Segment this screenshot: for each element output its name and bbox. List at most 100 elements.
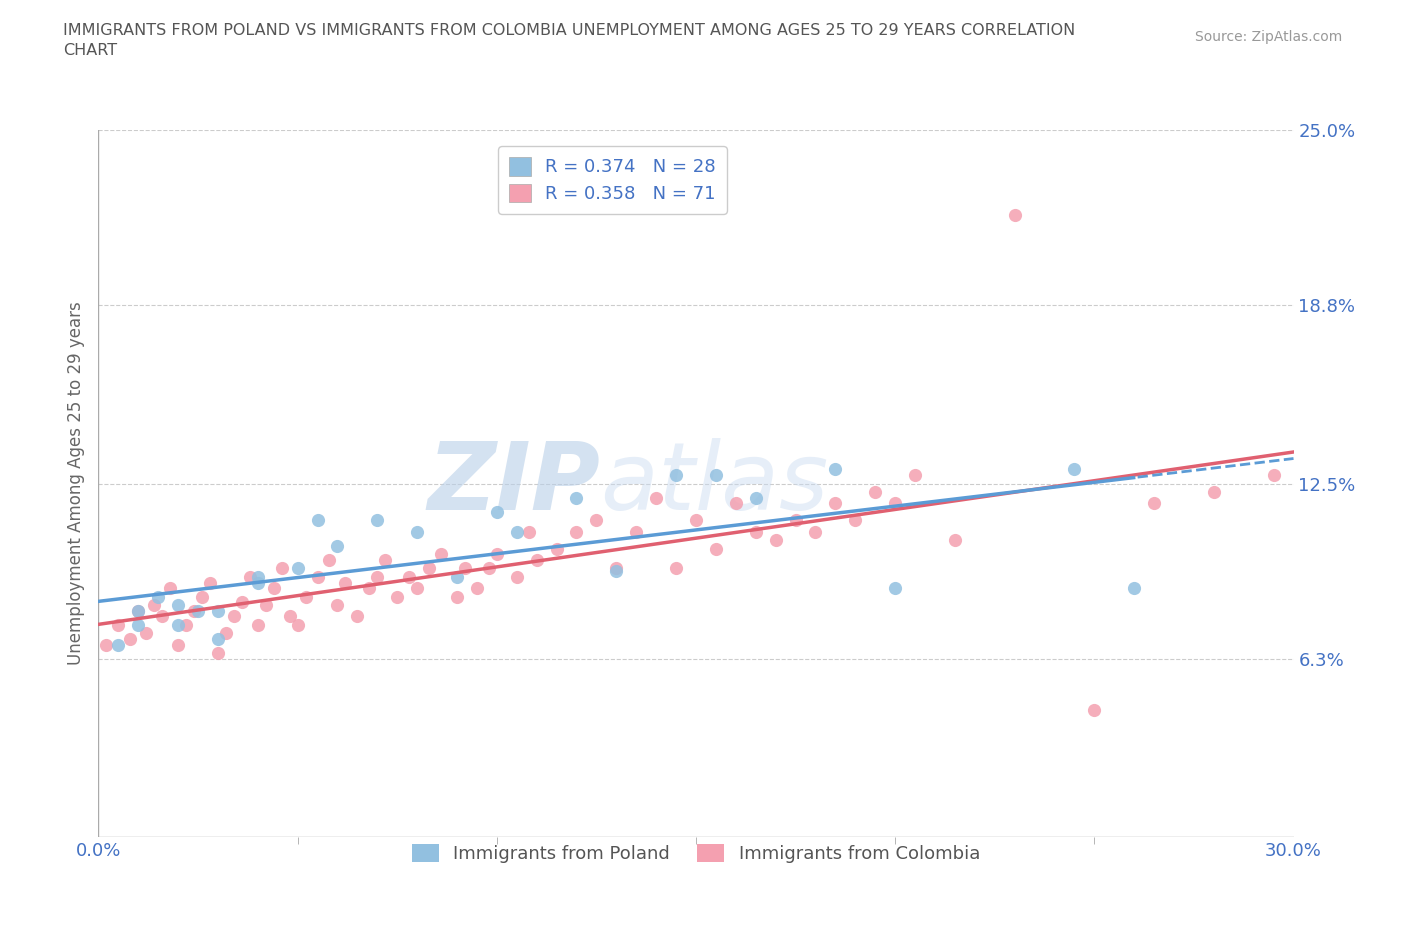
Point: [366, 569, 388, 584]
Point: [526, 552, 548, 567]
Point: [585, 513, 607, 528]
Point: [294, 590, 316, 604]
Point: [704, 468, 727, 483]
Point: [824, 496, 846, 511]
Point: [346, 609, 368, 624]
Point: [605, 561, 627, 576]
Point: [506, 569, 529, 584]
Point: [446, 590, 468, 604]
Point: [430, 547, 453, 562]
Point: [1263, 468, 1285, 483]
Text: atlas: atlas: [600, 438, 828, 529]
Point: [685, 513, 707, 528]
Point: [191, 590, 214, 604]
Point: [665, 468, 688, 483]
Point: [884, 580, 907, 595]
Point: [263, 580, 285, 595]
Point: [506, 525, 529, 539]
Point: [366, 513, 388, 528]
Point: [307, 513, 329, 528]
Point: [215, 626, 238, 641]
Point: [127, 604, 149, 618]
Point: [704, 541, 727, 556]
Y-axis label: Unemployment Among Ages 25 to 29 years: Unemployment Among Ages 25 to 29 years: [66, 301, 84, 666]
Point: [565, 490, 588, 505]
Point: [565, 525, 588, 539]
Point: [159, 580, 181, 595]
Point: [517, 525, 540, 539]
Point: [222, 609, 245, 624]
Point: [645, 490, 668, 505]
Point: [107, 618, 129, 632]
Point: [446, 569, 468, 584]
Point: [665, 561, 688, 576]
Point: [143, 598, 166, 613]
Point: [207, 604, 229, 618]
Point: [207, 645, 229, 660]
Point: [745, 490, 768, 505]
Point: [824, 462, 846, 477]
Point: [127, 618, 149, 632]
Point: [804, 525, 827, 539]
Point: [844, 513, 866, 528]
Point: [183, 604, 205, 618]
Legend: Immigrants from Poland, Immigrants from Colombia: Immigrants from Poland, Immigrants from …: [405, 837, 987, 870]
Point: [374, 552, 396, 567]
Point: [326, 538, 349, 553]
Point: [207, 631, 229, 646]
Point: [418, 561, 440, 576]
Point: [127, 604, 149, 618]
Point: [1083, 702, 1105, 717]
Point: [1004, 207, 1026, 222]
Point: [335, 575, 357, 590]
Point: [865, 485, 887, 499]
Point: [287, 618, 309, 632]
Point: [626, 525, 648, 539]
Point: [167, 618, 190, 632]
Point: [785, 513, 807, 528]
Point: [287, 561, 309, 576]
Point: [454, 561, 477, 576]
Point: [107, 637, 129, 652]
Point: [270, 561, 292, 576]
Point: [198, 575, 221, 590]
Point: [318, 552, 340, 567]
Point: [1143, 496, 1166, 511]
Point: [326, 598, 349, 613]
Point: [167, 598, 190, 613]
Point: [943, 533, 966, 548]
Point: [406, 525, 429, 539]
Point: [120, 631, 142, 646]
Point: [187, 604, 209, 618]
Point: [246, 575, 269, 590]
Point: [478, 561, 501, 576]
Point: [307, 569, 329, 584]
Point: [174, 618, 197, 632]
Point: [1202, 485, 1225, 499]
Point: [254, 598, 277, 613]
Point: [406, 580, 429, 595]
Text: ZIP: ZIP: [427, 438, 600, 529]
Point: [148, 590, 170, 604]
Text: Source: ZipAtlas.com: Source: ZipAtlas.com: [1195, 30, 1343, 44]
Point: [246, 618, 269, 632]
Point: [724, 496, 747, 511]
Point: [745, 525, 768, 539]
Text: IMMIGRANTS FROM POLAND VS IMMIGRANTS FROM COLOMBIA UNEMPLOYMENT AMONG AGES 25 TO: IMMIGRANTS FROM POLAND VS IMMIGRANTS FRO…: [63, 23, 1076, 58]
Point: [904, 468, 927, 483]
Point: [167, 637, 190, 652]
Point: [465, 580, 488, 595]
Point: [278, 609, 301, 624]
Point: [239, 569, 262, 584]
Point: [605, 564, 627, 578]
Point: [884, 496, 907, 511]
Point: [231, 595, 253, 610]
Point: [150, 609, 173, 624]
Point: [485, 547, 508, 562]
Point: [246, 569, 269, 584]
Point: [1123, 580, 1146, 595]
Point: [546, 541, 568, 556]
Point: [96, 637, 118, 652]
Point: [1063, 462, 1085, 477]
Point: [765, 533, 787, 548]
